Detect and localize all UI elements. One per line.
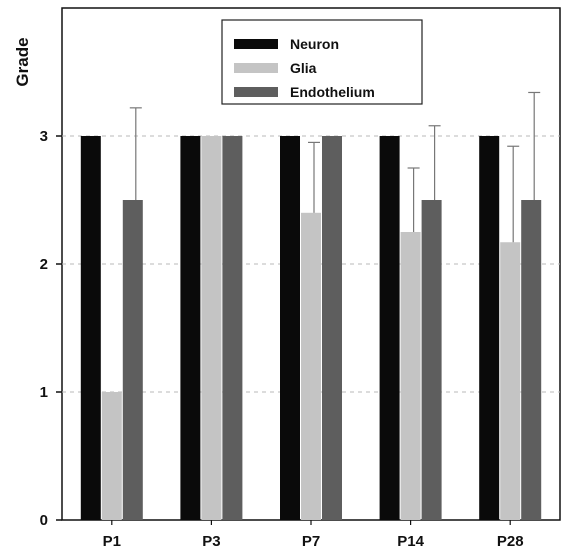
legend-swatch-glia — [234, 63, 278, 73]
y-tick-label: 1 — [40, 384, 48, 401]
bar-endothelium-p14 — [421, 200, 442, 520]
error-bars — [129, 91, 541, 243]
bar-neuron-p3 — [180, 136, 201, 520]
bar-endothelium-p3 — [222, 136, 243, 520]
bar-neuron-p14 — [379, 136, 400, 520]
legend-label-endothelium: Endothelium — [290, 84, 375, 100]
bar-glia-p3 — [201, 136, 222, 520]
bar-glia-p14 — [400, 232, 421, 520]
x-axis-ticks: P1 P3 P7 P14 P28 — [103, 520, 524, 550]
y-tick-label: 0 — [40, 512, 48, 529]
x-tick-label: P14 — [397, 533, 424, 550]
x-tick-label: P3 — [202, 533, 220, 550]
bar-neuron-p1 — [80, 136, 101, 520]
bar-endothelium-p1 — [122, 200, 143, 520]
y-tick-label: 2 — [40, 256, 48, 273]
legend-swatch-neuron — [234, 39, 278, 49]
x-tick-label: P28 — [497, 533, 524, 550]
bar-glia-p7 — [301, 212, 321, 521]
bar-glia-p28 — [500, 242, 521, 521]
legend: Neuron Glia Endothelium — [221, 19, 423, 105]
y-axis-title: Grade — [13, 37, 32, 86]
legend-label-glia: Glia — [290, 60, 317, 76]
bar-neuron-p28 — [479, 136, 500, 520]
y-axis-ticks: 0 1 2 3 — [40, 128, 62, 529]
bar-glia-p1 — [101, 392, 122, 520]
legend-label-neuron: Neuron — [290, 36, 339, 52]
bar-endothelium-p28 — [521, 200, 542, 520]
bars — [80, 136, 542, 521]
bar-endothelium-p7 — [322, 136, 342, 520]
legend-swatch-endothelium — [234, 87, 278, 97]
bar-neuron-p7 — [280, 136, 300, 520]
x-tick-label: P7 — [302, 533, 320, 550]
x-tick-label: P1 — [103, 533, 121, 550]
y-tick-label: 3 — [40, 128, 48, 145]
